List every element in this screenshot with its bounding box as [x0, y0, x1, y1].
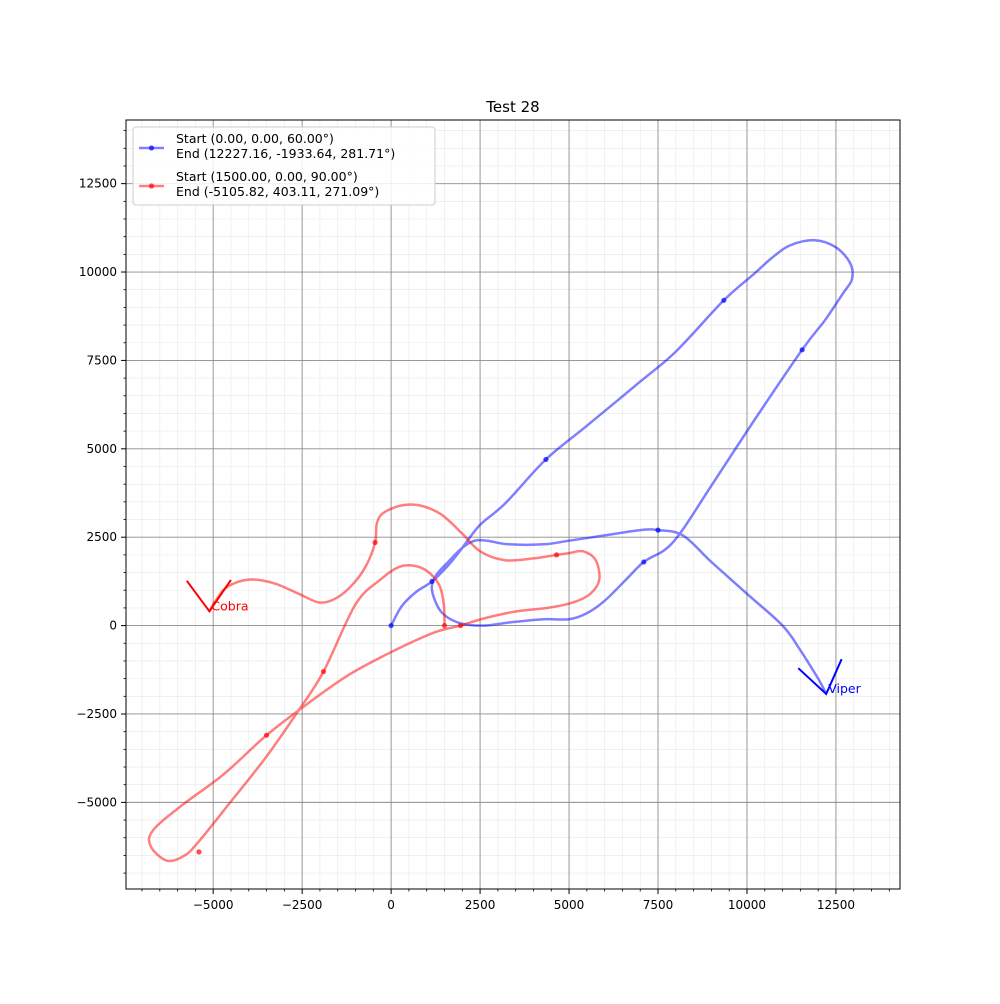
legend-label-red: Start (1500.00, 0.00, 90.00°)	[176, 169, 358, 184]
y-tick-label: −2500	[76, 707, 117, 721]
x-tick-label: 7500	[643, 898, 674, 912]
chart-title: Test 28	[485, 98, 539, 116]
series-marker-blue	[641, 559, 647, 565]
legend-label-blue: Start (0.00, 0.00, 60.00°)	[176, 131, 334, 146]
series-marker-blue	[799, 347, 805, 353]
series-marker-red	[372, 539, 378, 546]
y-tick-label: 10000	[79, 265, 117, 279]
series-line-blue	[389, 238, 854, 695]
y-tick-label: 7500	[86, 353, 117, 367]
y-tick-label: 2500	[86, 530, 117, 544]
series-marker-red	[196, 849, 202, 855]
legend-marker-red	[148, 183, 155, 189]
x-tick-label: 2500	[465, 898, 496, 912]
y-tick-label: 12500	[79, 177, 117, 191]
x-tick-label: 0	[387, 898, 395, 912]
legend: Start (0.00, 0.00, 60.00°) End (12227.16…	[132, 126, 436, 206]
legend-label-red: End (-5105.82, 403.11, 271.09°)	[176, 184, 379, 199]
y-tick-label: 5000	[86, 442, 117, 456]
legend-marker-blue	[148, 145, 155, 151]
series-marker-blue	[388, 622, 394, 629]
series-marker-red	[441, 622, 448, 629]
x-tick-label: −5000	[193, 898, 234, 912]
y-tick-label: −5000	[76, 795, 117, 809]
x-tick-label: 12500	[817, 898, 855, 912]
end-heading-glyph-blue	[797, 658, 843, 696]
y-tick-label: 0	[109, 619, 117, 633]
series-marker-blue	[429, 578, 435, 585]
series-marker-red	[553, 552, 560, 558]
series-marker-red	[457, 622, 464, 629]
series-line-red	[147, 503, 601, 863]
end-heading-glyph-red	[185, 579, 232, 614]
x-tick-label: 10000	[728, 898, 766, 912]
x-tick-label: 5000	[554, 898, 585, 912]
series-marker-blue	[655, 527, 661, 533]
end-label-blue: Viper	[828, 681, 861, 696]
end-label-red: Cobra	[211, 598, 248, 613]
series-marker-blue	[721, 297, 727, 303]
x-tick-label: −2500	[282, 898, 323, 912]
legend-box	[132, 126, 436, 206]
legend-label-blue: End (12227.16, -1933.64, 281.71°)	[176, 146, 395, 161]
series-marker-blue	[543, 456, 549, 463]
axes-frame	[125, 119, 901, 890]
series-marker-red	[320, 668, 327, 675]
series-marker-red	[263, 732, 270, 738]
